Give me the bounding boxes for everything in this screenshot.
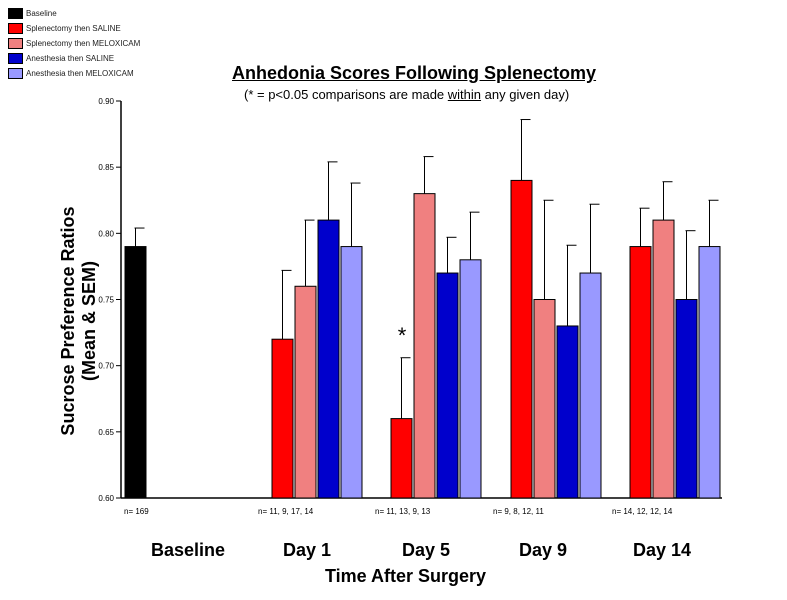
y-axis-label-line1: Sucrose Preference Ratios	[58, 206, 78, 436]
group-label: Day 14	[633, 540, 691, 560]
bar	[390, 418, 413, 499]
legend-label: Splenectomy then SALINE	[26, 24, 121, 33]
bar	[271, 338, 294, 499]
y-tick-label: 0.85	[98, 163, 114, 172]
legend-label: Baseline	[26, 9, 57, 18]
legend-label: Splenectomy then MELOXICAM	[26, 39, 141, 48]
legend-swatch	[8, 38, 23, 49]
group-label: Day 1	[283, 540, 331, 560]
y-tick-label: 0.80	[98, 229, 114, 238]
n-label: n= 9, 8, 12, 11	[493, 507, 544, 516]
legend-item: Splenectomy then SALINE	[8, 21, 140, 36]
bar	[124, 246, 147, 499]
legend-item: Baseline	[8, 6, 140, 21]
subtitle-prefix: (* = p<0.05 comparisons are made	[244, 87, 448, 102]
subtitle-underlined: within	[447, 87, 482, 102]
bar	[533, 299, 556, 499]
y-tick-label: 0.90	[98, 97, 114, 106]
bar	[556, 325, 579, 499]
n-label: n= 11, 13, 9, 13	[375, 507, 431, 516]
y-axis-label: Sucrose Preference Ratios (Mean & SEM)	[58, 131, 100, 511]
group-label: Baseline	[151, 540, 225, 560]
y-axis-label-line2: (Mean & SEM)	[79, 261, 99, 382]
y-tick-label: 0.60	[98, 494, 114, 503]
bar	[629, 246, 652, 499]
bar	[317, 219, 340, 499]
group-label: Day 9	[519, 540, 567, 560]
bar	[579, 272, 602, 499]
chart-title: Anhedonia Scores Following Splenectomy	[232, 63, 597, 83]
legend-item: Anesthesia then MELOXICAM	[8, 66, 140, 81]
legend-label: Anesthesia then MELOXICAM	[26, 69, 134, 78]
legend-swatch	[8, 53, 23, 64]
n-label: n= 14, 12, 12, 14	[612, 507, 673, 516]
legend-item: Anesthesia then SALINE	[8, 51, 140, 66]
legend: Baseline Splenectomy then SALINE Splenecto…	[8, 6, 140, 81]
legend-swatch	[8, 68, 23, 79]
chart-subtitle: (* = p<0.05 comparisons are made within …	[244, 87, 569, 102]
legend-label: Anesthesia then SALINE	[26, 54, 115, 63]
legend-item: Splenectomy then MELOXICAM	[8, 36, 140, 51]
bar	[675, 299, 698, 499]
bar	[436, 272, 459, 499]
bar	[340, 246, 363, 499]
significance-marker: *	[398, 323, 407, 348]
y-tick-label: 0.75	[98, 296, 114, 305]
y-tick-label: 0.65	[98, 428, 114, 437]
subtitle-suffix: any given day)	[481, 87, 570, 102]
group-label: Day 5	[402, 540, 450, 560]
x-axis-label: Time After Surgery	[325, 566, 487, 586]
bar	[510, 179, 533, 499]
bar	[294, 285, 317, 499]
n-label: n= 11, 9, 17, 14	[258, 507, 314, 516]
bar	[459, 259, 482, 499]
bar	[413, 193, 436, 499]
legend-swatch	[8, 8, 23, 19]
legend-swatch	[8, 23, 23, 34]
bar	[652, 219, 675, 499]
n-label: n= 169	[124, 507, 149, 516]
y-tick-label: 0.70	[98, 362, 114, 371]
bar	[698, 246, 721, 499]
